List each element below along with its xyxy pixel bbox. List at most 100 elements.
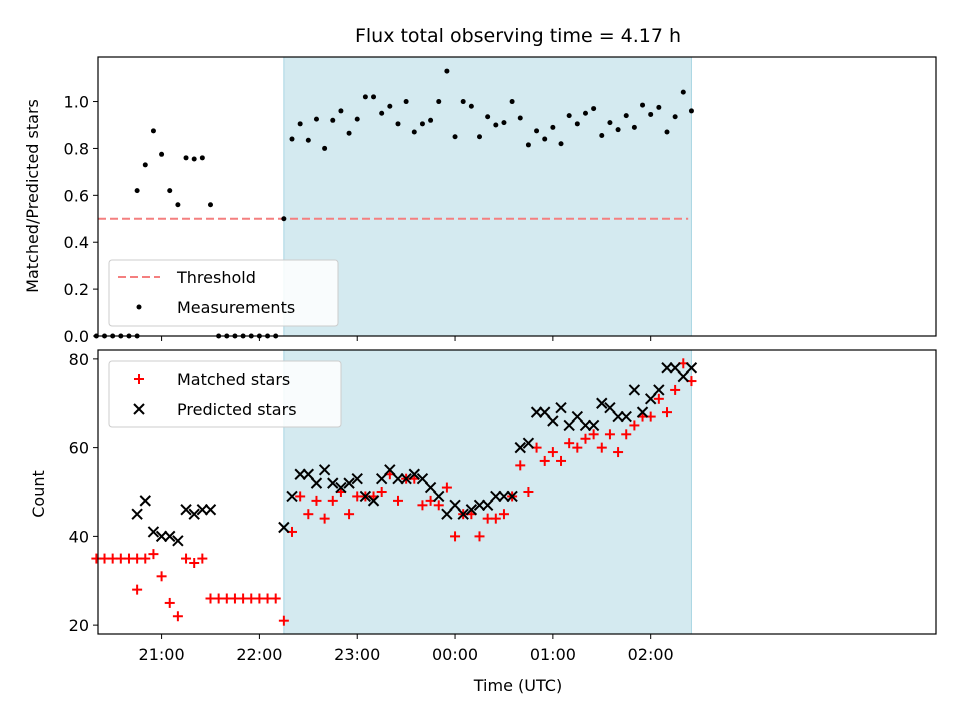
predicted-point xyxy=(473,499,486,512)
cross-b xyxy=(180,504,192,516)
predicted-point xyxy=(392,472,404,485)
measurement-point xyxy=(656,104,662,110)
legend-predicted-label: Predicted stars xyxy=(177,400,297,419)
measurement-point xyxy=(648,111,654,117)
x-axis-label: Time (UTC) xyxy=(473,676,562,695)
cross-b xyxy=(579,419,592,432)
matched-point xyxy=(653,393,664,404)
measurement-point xyxy=(428,117,434,123)
predicted-point xyxy=(139,495,151,507)
legend-matched-marker xyxy=(134,374,144,384)
cross-b xyxy=(286,490,298,503)
matched-point xyxy=(661,407,672,418)
matched-point xyxy=(311,495,322,506)
measurement-point xyxy=(591,106,597,112)
y-tick-label: 0.4 xyxy=(64,233,89,252)
measurement-point xyxy=(191,156,197,162)
matched-point xyxy=(547,447,558,458)
matched-point xyxy=(588,429,599,440)
measurement-point xyxy=(322,145,328,151)
bottom-plot-frame xyxy=(97,349,937,635)
cross-b xyxy=(539,406,551,418)
cross-b xyxy=(155,530,168,543)
measurement-point xyxy=(395,121,401,127)
predicted-point xyxy=(278,521,290,534)
cross-b xyxy=(587,419,600,432)
top-panel: 0.0 0.2 0.4 0.6 0.8 1.0 Matched/Predicted sta… xyxy=(23,56,937,346)
matched-point xyxy=(572,442,583,453)
predicted-point xyxy=(465,504,478,516)
measurement-point xyxy=(183,155,189,161)
predicted-point xyxy=(653,384,665,396)
predicted-point xyxy=(433,490,445,503)
measurement-point xyxy=(501,120,507,126)
predicted-point xyxy=(359,490,372,503)
predicted-point xyxy=(196,504,209,516)
matched-point xyxy=(596,442,607,453)
y-tick-label: 0.0 xyxy=(64,327,89,346)
predicted-point xyxy=(530,406,543,418)
y-tick-label: 0.8 xyxy=(64,139,89,158)
cross-b xyxy=(139,495,151,507)
cross-b xyxy=(547,415,559,427)
predicted-point xyxy=(286,490,298,503)
measurement-point xyxy=(411,129,417,135)
matched-point xyxy=(132,584,143,595)
predicted-point xyxy=(327,477,339,489)
chart-title: Flux total observing time = 4.17 h xyxy=(355,25,681,47)
cross-b xyxy=(498,490,510,503)
predicted-point xyxy=(147,526,160,538)
measurement-point xyxy=(477,134,483,140)
predicted-point xyxy=(644,393,657,405)
cross-b xyxy=(196,504,209,516)
measurement-point xyxy=(150,128,156,134)
predicted-point xyxy=(188,508,200,520)
predicted-point xyxy=(587,419,600,432)
bottom-y-axis-label: Count xyxy=(29,470,48,518)
matched-point xyxy=(156,571,167,582)
measurement-point xyxy=(623,113,629,119)
legend-measurements-marker xyxy=(136,304,142,310)
predicted-point xyxy=(441,508,453,520)
legend-measurements-label: Measurements xyxy=(177,298,295,317)
top-y-axis: 0.0 0.2 0.4 0.6 0.8 1.0 xyxy=(64,93,98,346)
matched-point xyxy=(613,447,624,458)
predicted-point xyxy=(604,401,616,414)
predicted-point xyxy=(131,508,143,520)
predicted-point xyxy=(318,464,331,476)
cross-b xyxy=(433,490,445,503)
y-tick-label: 1.0 xyxy=(64,93,89,112)
matched-point xyxy=(556,455,567,466)
predicted-point xyxy=(661,362,673,374)
cross-b xyxy=(188,508,200,520)
cross-b xyxy=(449,499,461,512)
cross-b xyxy=(318,464,331,476)
matched-point xyxy=(148,549,159,560)
top-plot-frame xyxy=(97,56,937,337)
predicted-point xyxy=(620,410,632,423)
matched-point xyxy=(376,487,387,497)
measurement-point xyxy=(672,114,678,120)
x-tick-label: 01:00 xyxy=(530,645,576,664)
measurement-point xyxy=(175,202,181,208)
cross-b xyxy=(636,406,649,418)
cross-b xyxy=(677,370,690,383)
predicted-point xyxy=(294,468,306,480)
measurement-point xyxy=(493,122,499,128)
cross-b xyxy=(604,401,616,414)
predicted-point xyxy=(384,464,396,476)
predicted-point xyxy=(506,490,518,503)
x-tick-label: 02:00 xyxy=(628,645,674,664)
predicted-point xyxy=(498,490,510,503)
cross-b xyxy=(335,481,347,494)
cross-b xyxy=(465,504,478,516)
measurement-point xyxy=(509,99,515,105)
predicted-point xyxy=(685,362,698,374)
cross-b xyxy=(147,526,160,538)
predicted-point xyxy=(351,472,363,485)
cross-b xyxy=(131,508,143,520)
matched-point xyxy=(140,553,151,564)
cross-b xyxy=(375,472,388,485)
measurement-point xyxy=(403,99,409,105)
measurement-point xyxy=(338,108,344,114)
